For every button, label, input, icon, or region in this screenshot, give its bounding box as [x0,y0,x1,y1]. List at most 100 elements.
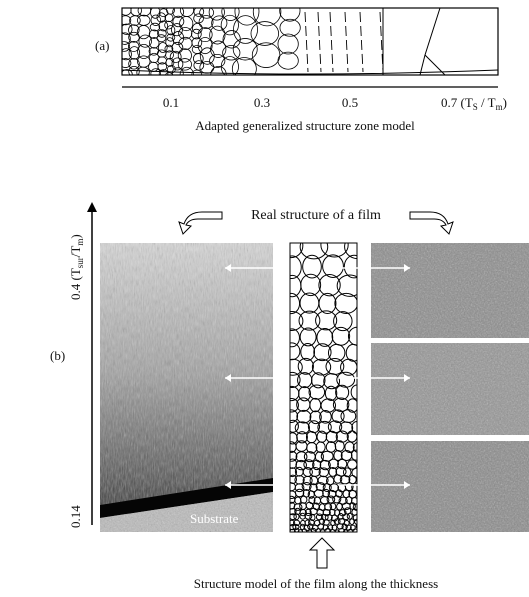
grain [157,29,167,38]
grain [333,311,353,332]
grain [150,68,161,75]
grain [290,358,303,376]
grain [332,534,337,539]
grain [290,467,298,478]
grain [299,327,317,347]
grain [350,449,357,461]
grain [306,533,311,538]
grain [341,533,346,538]
grain [290,409,299,423]
grain [252,8,282,27]
grain [290,398,299,413]
grain [122,41,131,52]
grain [296,409,312,424]
grain [337,458,348,470]
grain [351,482,357,492]
grain [352,514,357,522]
grain [290,371,301,388]
grain [342,513,350,521]
column-boundary [317,11,322,73]
zone-model [121,7,499,76]
grain [324,527,332,532]
grain [327,343,346,362]
grain [136,66,150,75]
grain [149,22,161,32]
grain [347,528,354,532]
grain [309,514,316,522]
grain [318,467,329,478]
grain [298,310,321,331]
grain [290,528,296,532]
grain [318,534,323,539]
grain [290,432,298,445]
grain [164,72,174,75]
grain [303,459,315,470]
grain [318,292,337,315]
grain [352,441,357,453]
grain [232,38,258,61]
grain [296,431,308,444]
grain [171,67,184,75]
grain [158,42,168,53]
grain [333,518,341,525]
grain [165,50,174,60]
axis-label: 0.1 [163,95,179,110]
arrow-head [404,374,410,382]
grain [344,441,355,454]
grain [343,254,357,279]
grain [290,243,304,259]
grain [329,529,336,532]
grain [311,372,326,389]
grain [169,50,182,63]
grain [340,358,357,376]
arrow-head [225,481,231,489]
axis-label-part: m [496,102,503,112]
axis-label-part: S [473,102,478,112]
grain [191,28,202,40]
grain [352,528,357,532]
grain [178,27,193,40]
grain [179,16,194,32]
axis-label-part: /T [68,246,83,258]
grain [325,430,338,444]
grain [128,58,140,70]
grain [328,458,339,470]
grain [339,475,351,485]
micrograph-texture [371,441,529,532]
grain [301,481,312,491]
grain [352,503,357,511]
grain [208,8,225,21]
grain [317,420,332,434]
grain [209,53,226,68]
grain [301,528,308,532]
grain [122,58,132,68]
grain [222,45,241,61]
grain [211,15,228,31]
grain [351,420,357,434]
grain [328,466,338,477]
grain [328,534,333,539]
grain [279,8,301,22]
arrow-head [225,264,231,272]
grain [315,482,326,491]
grain [314,451,324,463]
grain [346,398,357,413]
grain [334,292,357,314]
grain [312,534,316,539]
grain [345,343,357,362]
grain [346,512,353,520]
grain [289,533,293,538]
grain [172,15,185,28]
grain [177,48,192,63]
grain [122,15,132,26]
grain [319,459,331,471]
grain [193,8,205,17]
grain [166,25,176,36]
grain [344,482,354,492]
grain [311,358,332,376]
axis-label: 0.3 [254,95,270,110]
grain [171,41,184,54]
grain [290,474,298,485]
grain [290,513,297,521]
grain [324,503,333,511]
